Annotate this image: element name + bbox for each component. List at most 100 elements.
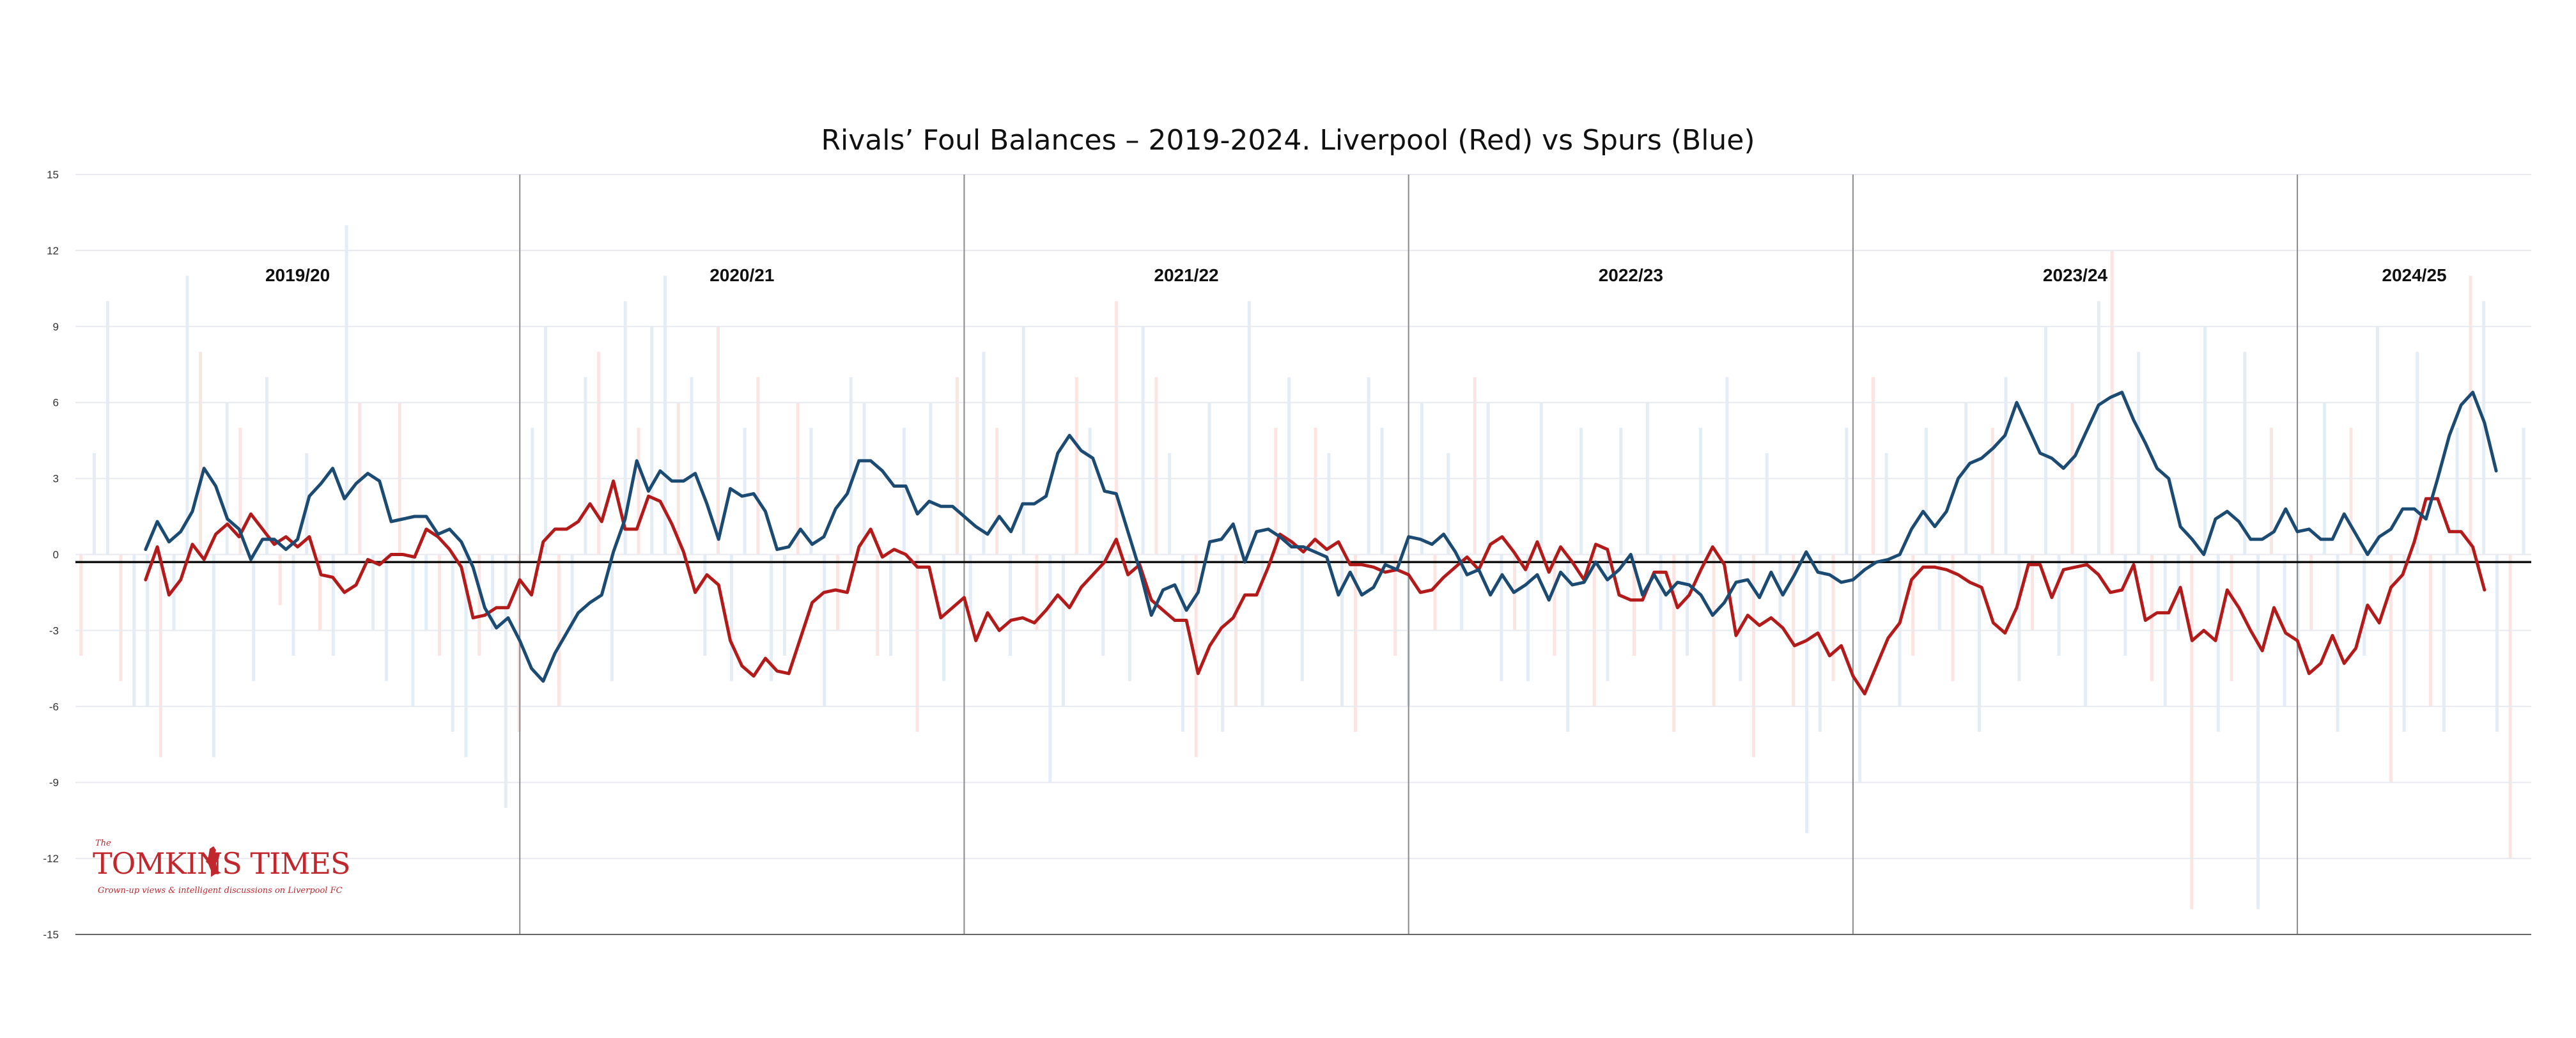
background-bar [105, 301, 109, 555]
background-bar [1009, 554, 1012, 656]
y-tick-label: 15 [47, 169, 59, 181]
background-bar [2190, 554, 2194, 910]
background-bar [2137, 352, 2141, 555]
background-bar [2269, 428, 2273, 555]
background-bar [1393, 554, 1397, 656]
background-bar [477, 554, 481, 656]
background-bar [1579, 428, 1583, 555]
background-bar [438, 554, 441, 656]
background-bar [1884, 453, 1888, 555]
background-bar [1221, 554, 1225, 732]
background-bar [2017, 554, 2021, 681]
background-bar [464, 554, 468, 757]
background-bar [1274, 428, 1278, 555]
season-label: 2022/23 [1599, 265, 1663, 285]
background-bar [1606, 554, 1610, 681]
y-tick-label: 12 [47, 245, 59, 257]
background-bar [876, 554, 880, 656]
background-bar [1725, 377, 1729, 555]
background-bar [1553, 554, 1556, 656]
background-bar [915, 554, 919, 732]
background-bar [743, 428, 747, 555]
background-bar [1765, 453, 1769, 555]
background-bar [1433, 554, 1437, 631]
background-bar [1990, 428, 1994, 555]
y-tick-label: -9 [49, 777, 59, 789]
background-bar [1924, 428, 1928, 555]
background-bar [2203, 326, 2207, 555]
y-tick-label: 9 [53, 321, 59, 333]
y-tick-label: -12 [43, 853, 59, 865]
background-bar [1739, 554, 1742, 681]
background-bar [2256, 554, 2260, 910]
background-bar [849, 377, 853, 555]
background-bar [1075, 377, 1078, 555]
background-bar [384, 554, 388, 681]
background-bar [491, 554, 494, 631]
background-bar [1141, 326, 1145, 555]
gridlines [75, 174, 2531, 935]
background-bar [1300, 554, 1304, 681]
background-bar [1500, 554, 1503, 681]
background-bar [1314, 428, 1317, 555]
background-bar [1460, 554, 1464, 631]
y-tick-label: -6 [49, 701, 59, 713]
background-bar [1698, 428, 1702, 555]
background-bar [2123, 554, 2127, 656]
background-bar [1831, 554, 1835, 681]
background-bar [729, 554, 733, 681]
background-bar [291, 554, 295, 656]
background-bar [331, 554, 335, 656]
background-bar [2004, 377, 2008, 555]
background-bar [1818, 554, 1822, 732]
background-bar [504, 554, 508, 808]
y-tick-label: -15 [43, 929, 59, 941]
background-bar [1937, 554, 1941, 631]
background-bar [690, 377, 694, 555]
background-bar [1672, 554, 1676, 732]
background-bar [1805, 554, 1808, 833]
liver-bird-icon [206, 846, 221, 877]
background-bar [2044, 326, 2047, 555]
background-bar [2216, 554, 2220, 732]
background-bar [424, 554, 428, 631]
background-bar [2376, 326, 2379, 555]
background-bar [2402, 554, 2406, 732]
background-bar [703, 554, 707, 656]
background-bar [597, 352, 601, 555]
background-bar [1526, 554, 1530, 681]
background-bar [2469, 275, 2472, 555]
background-bar [1115, 301, 1119, 555]
logo-tagline: Grown-up views & intelligent discussions… [98, 886, 343, 895]
background-bar [1951, 554, 1955, 681]
background-bar [1327, 453, 1331, 555]
background-bar [1633, 554, 1636, 656]
background-bar [1686, 554, 1689, 656]
y-tick-label: 6 [53, 397, 59, 409]
series-line [144, 479, 2487, 695]
background-bar [2097, 301, 2100, 555]
background-bar [159, 554, 162, 757]
y-axis: 15 12 9 6 3 0 -3 -6 -9 -12 -15 [43, 169, 2531, 941]
background-bar [1473, 377, 1477, 555]
background-bar [610, 554, 614, 681]
background-bar [1101, 554, 1105, 656]
background-bar [1447, 453, 1450, 555]
background-bar [185, 275, 189, 555]
background-bar [1858, 554, 1862, 783]
background-bar [1035, 554, 1039, 631]
background-bar [238, 428, 242, 555]
background-bar [278, 554, 282, 605]
season-label: 2020/21 [710, 265, 774, 285]
background-bar [1353, 554, 1357, 732]
background-bar [995, 428, 999, 555]
background-bar [663, 275, 667, 555]
background-bar [584, 377, 587, 555]
background-bar [2442, 554, 2446, 732]
background-bar [2482, 301, 2486, 555]
background-bar [2230, 554, 2233, 681]
background-bar [1911, 554, 1915, 656]
background-bar [517, 554, 521, 732]
background-bar [1247, 301, 1251, 555]
